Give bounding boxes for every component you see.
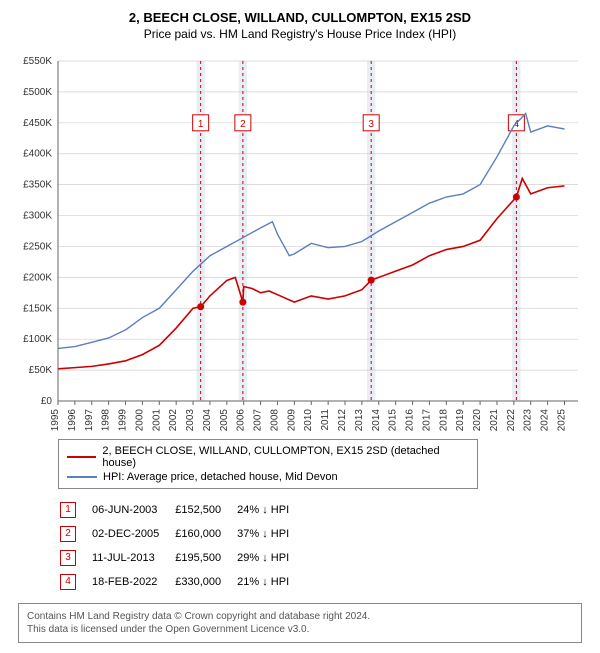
- svg-text:1998: 1998: [101, 409, 112, 431]
- svg-text:£250K: £250K: [23, 241, 52, 252]
- event-row: 4 18-FEB-2022£330,00021% ↓ HPI: [60, 571, 303, 593]
- event-marker: 4: [60, 574, 76, 590]
- event-date: 11-JUL-2013: [92, 547, 173, 569]
- svg-text:£200K: £200K: [23, 272, 52, 283]
- event-date: 06-JUN-2003: [92, 499, 173, 521]
- svg-text:2022: 2022: [506, 409, 517, 431]
- price-chart: £0 £50K £100K £150K £200K £250K £300K £350K £400…: [10, 51, 590, 431]
- svg-text:2013: 2013: [354, 409, 365, 431]
- svg-text:2020: 2020: [472, 409, 483, 431]
- event-marker: 2: [60, 526, 76, 542]
- svg-text:1999: 1999: [118, 409, 129, 431]
- legend-swatch: [67, 476, 97, 478]
- svg-text:2001: 2001: [151, 409, 162, 431]
- svg-text:£50K: £50K: [29, 365, 53, 376]
- svg-text:2017: 2017: [421, 409, 432, 431]
- svg-text:£450K: £450K: [23, 118, 52, 129]
- svg-text:2010: 2010: [303, 409, 314, 431]
- svg-text:2000: 2000: [134, 409, 145, 431]
- event-delta: 24% ↓ HPI: [237, 499, 303, 521]
- svg-text:2003: 2003: [185, 409, 196, 431]
- svg-text:£300K: £300K: [23, 211, 52, 222]
- svg-text:2014: 2014: [371, 409, 382, 431]
- svg-text:£0: £0: [41, 396, 53, 407]
- svg-text:2015: 2015: [388, 409, 399, 431]
- svg-text:1995: 1995: [50, 409, 61, 431]
- legend-item: 2, BEECH CLOSE, WILLAND, CULLOMPTON, EX1…: [67, 444, 469, 470]
- svg-text:2021: 2021: [489, 409, 500, 431]
- svg-text:1997: 1997: [84, 409, 95, 431]
- legend-swatch: [67, 456, 96, 458]
- svg-text:2002: 2002: [168, 409, 179, 431]
- svg-text:2007: 2007: [253, 409, 264, 431]
- svg-text:2008: 2008: [269, 409, 280, 431]
- svg-text:£150K: £150K: [23, 303, 52, 314]
- attribution: Contains HM Land Registry data © Crown c…: [18, 603, 582, 643]
- chart-title: 2, BEECH CLOSE, WILLAND, CULLOMPTON, EX1…: [10, 10, 590, 25]
- svg-text:2011: 2011: [320, 409, 331, 431]
- svg-text:2018: 2018: [438, 409, 449, 431]
- legend-label: HPI: Average price, detached house, Mid …: [103, 471, 338, 483]
- svg-text:2019: 2019: [455, 409, 466, 431]
- event-row: 3 11-JUL-2013£195,50029% ↓ HPI: [60, 547, 303, 569]
- svg-text:£100K: £100K: [23, 334, 52, 345]
- attribution-line1: Contains HM Land Registry data © Crown c…: [27, 610, 573, 623]
- event-date: 02-DEC-2005: [92, 523, 173, 545]
- svg-text:£350K: £350K: [23, 180, 52, 191]
- event-price: £160,000: [175, 523, 235, 545]
- svg-text:£500K: £500K: [23, 87, 52, 98]
- legend-item: HPI: Average price, detached house, Mid …: [67, 470, 469, 484]
- chart-svg: £0 £50K £100K £150K £200K £250K £300K £350K £400…: [10, 51, 590, 431]
- svg-text:2025: 2025: [556, 409, 567, 431]
- chart-subtitle: Price paid vs. HM Land Registry's House …: [10, 27, 590, 41]
- svg-text:1: 1: [198, 119, 204, 130]
- event-price: £195,500: [175, 547, 235, 569]
- event-delta: 37% ↓ HPI: [237, 523, 303, 545]
- svg-text:2005: 2005: [219, 409, 230, 431]
- events-table: 1 06-JUN-2003£152,50024% ↓ HPI 2 02-DEC-200…: [58, 497, 305, 595]
- event-marker: 1: [60, 502, 76, 518]
- event-date: 18-FEB-2022: [92, 571, 173, 593]
- legend-label: 2, BEECH CLOSE, WILLAND, CULLOMPTON, EX1…: [102, 445, 469, 469]
- event-price: £330,000: [175, 571, 235, 593]
- event-row: 1 06-JUN-2003£152,50024% ↓ HPI: [60, 499, 303, 521]
- svg-text:2009: 2009: [286, 409, 297, 431]
- svg-text:2016: 2016: [405, 409, 416, 431]
- svg-text:2006: 2006: [236, 409, 247, 431]
- svg-text:2023: 2023: [523, 409, 534, 431]
- svg-text:£550K: £550K: [23, 56, 52, 67]
- event-delta: 29% ↓ HPI: [237, 547, 303, 569]
- svg-text:2012: 2012: [337, 409, 348, 431]
- legend: 2, BEECH CLOSE, WILLAND, CULLOMPTON, EX1…: [58, 439, 478, 489]
- svg-text:£400K: £400K: [23, 149, 52, 160]
- event-row: 2 02-DEC-2005£160,00037% ↓ HPI: [60, 523, 303, 545]
- svg-text:1996: 1996: [67, 409, 78, 431]
- svg-text:2004: 2004: [202, 409, 213, 431]
- event-marker: 3: [60, 550, 76, 566]
- svg-text:2: 2: [240, 119, 246, 130]
- event-delta: 21% ↓ HPI: [237, 571, 303, 593]
- attribution-line2: This data is licensed under the Open Gov…: [27, 623, 573, 636]
- event-price: £152,500: [175, 499, 235, 521]
- svg-text:2024: 2024: [540, 409, 551, 431]
- svg-text:3: 3: [368, 119, 374, 130]
